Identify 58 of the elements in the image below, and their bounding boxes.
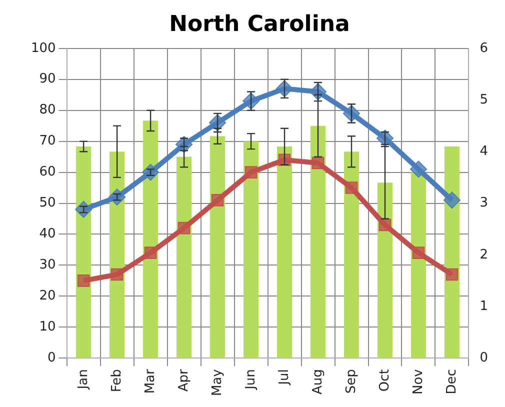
y2-tick-label: 0 xyxy=(480,350,488,366)
point xyxy=(376,130,394,147)
chart-title: North Carolina xyxy=(169,12,350,37)
x-tick-label: Nov xyxy=(410,368,426,394)
y-tick-label: 70 xyxy=(39,134,56,149)
x-tick-label: Apr xyxy=(176,368,192,392)
point xyxy=(412,246,425,259)
y-tick-label: 40 xyxy=(39,226,56,242)
point xyxy=(144,246,157,259)
point xyxy=(176,136,193,153)
y-tick-label: 80 xyxy=(39,102,56,118)
point xyxy=(446,268,458,281)
bar xyxy=(210,136,226,358)
y2-tick-label: 3 xyxy=(480,196,488,211)
point xyxy=(110,268,124,281)
point xyxy=(244,166,258,178)
bar xyxy=(243,141,259,358)
y2-tick-label: 6 xyxy=(480,40,488,56)
point xyxy=(108,188,126,206)
point xyxy=(75,200,92,218)
x-tick-label: Jun xyxy=(243,369,258,390)
point xyxy=(142,164,160,181)
y-tick-label: 100 xyxy=(30,40,56,56)
x-tick-label: Feb xyxy=(109,369,124,392)
y-tick-label: 10 xyxy=(39,320,56,335)
y-tick-label: 0 xyxy=(48,350,56,366)
point xyxy=(443,192,460,209)
bar xyxy=(344,152,360,358)
x-tick-label: Jul xyxy=(276,369,292,386)
point xyxy=(378,218,392,232)
y-tick-label: 20 xyxy=(39,288,56,304)
x-tick-label: Oct xyxy=(377,369,392,392)
point xyxy=(77,274,90,287)
y2-tick-label: 5 xyxy=(480,92,488,108)
y-tick-label: 50 xyxy=(39,196,56,211)
bar xyxy=(410,172,426,358)
bar xyxy=(310,126,326,358)
x-tick-label: Dec xyxy=(444,369,460,394)
bar xyxy=(276,146,292,358)
point xyxy=(410,160,427,178)
y-tick-label: 30 xyxy=(39,258,56,273)
point xyxy=(178,222,190,234)
y-tick-label: 60 xyxy=(39,164,56,180)
bar xyxy=(377,182,393,358)
x-tick-label: Aug xyxy=(310,369,326,395)
point xyxy=(211,194,224,206)
point xyxy=(345,182,358,194)
x-tick-label: Jan xyxy=(76,369,91,390)
y2-tick-label: 2 xyxy=(480,247,488,262)
y-tick-label: 90 xyxy=(39,72,56,87)
x-tick-label: Sep xyxy=(344,369,359,394)
bar xyxy=(176,156,192,358)
point xyxy=(312,156,324,170)
bar xyxy=(444,146,460,358)
x-tick-label: May xyxy=(210,368,225,396)
y2-tick-label: 1 xyxy=(480,298,488,314)
x-tick-label: Mar xyxy=(142,368,158,394)
y2-tick-label: 4 xyxy=(480,144,488,160)
